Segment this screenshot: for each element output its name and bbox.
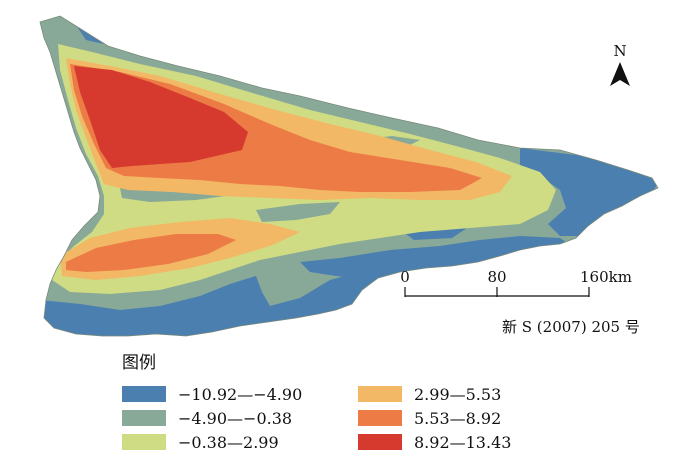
map-approval-number: 新 S (2007) 205 号 (502, 318, 640, 336)
scale-tick-80: 80 (487, 268, 506, 286)
legend-swatch (358, 386, 402, 402)
legend-swatch (122, 386, 166, 402)
legend-label: 8.92—13.43 (414, 432, 512, 452)
legend-swatch (122, 410, 166, 426)
legend-item: −0.38—2.99 (122, 430, 279, 454)
scale-tick-160: 160km (580, 268, 632, 286)
north-arrow: N (610, 42, 630, 86)
legend-item: −10.92—−4.90 (122, 382, 302, 406)
zone-orange-south (66, 234, 236, 272)
legend-item: 5.53—8.92 (358, 406, 501, 430)
legend-swatch (122, 434, 166, 450)
zone-red-core (74, 66, 248, 168)
north-label: N (613, 42, 626, 60)
legend-label: −4.90—−0.38 (178, 408, 293, 428)
legend-item: −4.90—−0.38 (122, 406, 292, 430)
legend-item: 8.92—13.43 (358, 430, 511, 454)
legend-swatch (358, 434, 402, 450)
legend-label: 5.53—8.92 (414, 408, 502, 428)
north-arrow-icon (610, 62, 630, 86)
legend-item: 2.99—5.53 (358, 382, 501, 406)
legend-swatch (358, 410, 402, 426)
scale-bar: 0 80 160km (400, 268, 632, 297)
legend-label: −0.38—2.99 (178, 432, 279, 452)
legend-title: 图例 (122, 353, 156, 373)
scale-tick-0: 0 (400, 268, 410, 286)
zone-blue-southeast (300, 236, 580, 280)
legend-label: −10.92—−4.90 (178, 384, 303, 404)
legend-label: 2.99—5.53 (414, 384, 502, 404)
zone-blue-east (520, 148, 658, 236)
zone-grey-island-2 (256, 202, 340, 222)
